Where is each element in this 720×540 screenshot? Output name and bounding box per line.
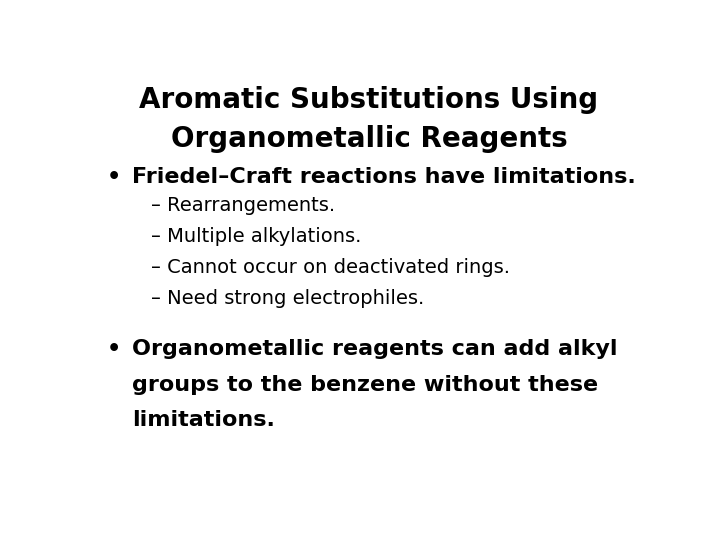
Text: limitations.: limitations. [132, 410, 275, 430]
Text: Friedel–Craft reactions have limitations.: Friedel–Craft reactions have limitations… [132, 167, 636, 187]
Text: •: • [107, 167, 121, 187]
Text: Organometallic Reagents: Organometallic Reagents [171, 125, 567, 153]
Text: – Cannot occur on deactivated rings.: – Cannot occur on deactivated rings. [151, 258, 510, 277]
Text: Aromatic Substitutions Using: Aromatic Substitutions Using [140, 85, 598, 113]
Text: Organometallic reagents can add alkyl: Organometallic reagents can add alkyl [132, 339, 617, 359]
Text: groups to the benzene without these: groups to the benzene without these [132, 375, 598, 395]
Text: – Multiple alkylations.: – Multiple alkylations. [151, 227, 361, 246]
Text: – Need strong electrophiles.: – Need strong electrophiles. [151, 289, 425, 308]
Text: •: • [107, 339, 121, 359]
Text: – Rearrangements.: – Rearrangements. [151, 196, 336, 215]
